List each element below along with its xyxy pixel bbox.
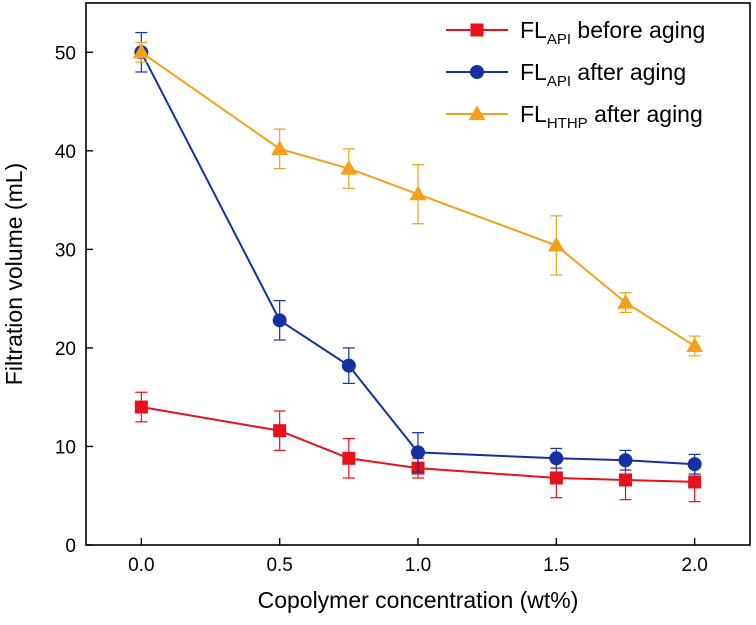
y-tick-label: 0 — [65, 536, 76, 557]
data-point — [617, 294, 634, 309]
data-point — [619, 473, 632, 487]
legend-marker — [470, 65, 484, 79]
y-tick-label: 10 — [55, 437, 76, 458]
series-1 — [134, 31, 702, 475]
legend-label: FLAPI after aging — [520, 59, 686, 90]
data-point — [549, 451, 564, 466]
legend-entry-0: FLAPI before aging — [446, 17, 705, 48]
data-point — [272, 313, 287, 328]
data-point — [132, 43, 150, 59]
y-tick-label: 50 — [55, 43, 76, 64]
data-point — [687, 457, 702, 472]
x-tick-label: 1.5 — [543, 555, 569, 576]
legend-entry-1: FLAPI after aging — [446, 59, 686, 90]
x-axis-title: Copolymer concentration (wt%) — [258, 587, 579, 613]
y-tick-label: 30 — [55, 240, 76, 261]
data-point — [686, 337, 704, 353]
data-point — [341, 358, 356, 373]
data-point — [340, 160, 358, 175]
data-point — [134, 400, 148, 414]
legend: FLAPI before aging FLAPI after aging FLHTH… — [446, 17, 705, 132]
data-point — [547, 236, 565, 252]
axis-ticks: 0.0 0.5 1.0 1.5 2.0 0 10 20 30 40 50 — [55, 43, 708, 576]
data-point — [618, 453, 633, 468]
series-layer — [132, 31, 704, 503]
data-point — [271, 140, 289, 155]
y-axis-title: Filtration volume (mL) — [1, 163, 27, 385]
legend-label: FLAPI before aging — [520, 17, 705, 48]
x-tick-label: 2.0 — [681, 555, 707, 576]
data-point — [688, 475, 702, 489]
x-tick-label: 0.5 — [266, 555, 292, 576]
data-point — [409, 185, 427, 201]
legend-label: FLHTHP after aging — [520, 101, 703, 132]
data-point — [411, 445, 425, 460]
series-2 — [132, 41, 704, 357]
data-point — [342, 451, 356, 465]
y-tick-label: 20 — [55, 339, 76, 360]
data-point — [273, 424, 287, 438]
y-tick-label: 40 — [55, 142, 76, 163]
legend-marker — [470, 23, 484, 37]
legend-marker — [468, 105, 486, 121]
x-tick-label: 0.0 — [128, 555, 154, 576]
x-tick-label: 1.0 — [405, 555, 431, 576]
data-point — [549, 471, 563, 485]
legend-entry-2: FLHTHP after aging — [446, 101, 703, 132]
